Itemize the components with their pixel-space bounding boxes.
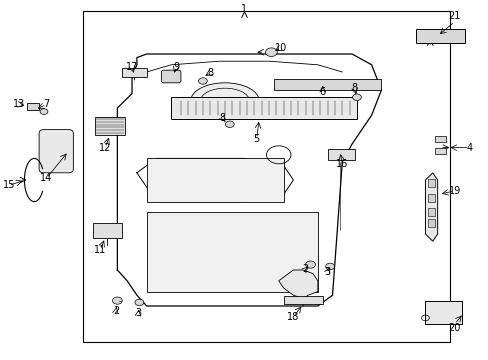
- Text: 16: 16: [335, 159, 348, 169]
- Bar: [327, 149, 354, 160]
- Bar: [434, 148, 445, 154]
- FancyBboxPatch shape: [39, 130, 73, 173]
- Circle shape: [112, 297, 122, 304]
- Text: 2: 2: [302, 264, 308, 274]
- Bar: [427, 208, 434, 216]
- FancyBboxPatch shape: [161, 70, 181, 83]
- Bar: [146, 158, 283, 202]
- Text: 13: 13: [12, 99, 25, 109]
- Polygon shape: [278, 270, 317, 299]
- Ellipse shape: [190, 83, 259, 119]
- Bar: [427, 179, 434, 187]
- Bar: [434, 136, 445, 142]
- Bar: [283, 296, 322, 304]
- Text: 8: 8: [351, 83, 357, 93]
- Circle shape: [198, 78, 207, 84]
- Bar: [427, 219, 434, 227]
- Text: 8: 8: [207, 68, 213, 78]
- Text: 18: 18: [286, 312, 299, 322]
- Bar: [427, 194, 434, 202]
- Bar: [122, 68, 146, 77]
- Text: 9: 9: [173, 62, 179, 72]
- Text: 4: 4: [466, 143, 471, 153]
- Text: 1: 1: [241, 4, 247, 14]
- Text: 3: 3: [324, 267, 330, 277]
- Text: 15: 15: [2, 180, 15, 190]
- Bar: [146, 212, 317, 292]
- Text: 3: 3: [135, 308, 141, 318]
- Text: 21: 21: [447, 11, 460, 21]
- Text: 5: 5: [253, 134, 259, 144]
- Bar: [83, 11, 449, 342]
- Circle shape: [352, 94, 361, 100]
- Bar: [425, 301, 461, 324]
- Circle shape: [265, 48, 277, 57]
- Text: 12: 12: [99, 143, 111, 153]
- Circle shape: [135, 299, 143, 306]
- Text: 8: 8: [219, 113, 225, 123]
- Bar: [95, 117, 124, 135]
- Text: 10: 10: [274, 42, 287, 53]
- Text: 11: 11: [94, 245, 106, 255]
- Bar: [27, 103, 39, 110]
- Circle shape: [325, 263, 334, 270]
- Circle shape: [225, 121, 234, 127]
- Text: 17: 17: [125, 62, 138, 72]
- Bar: [171, 97, 356, 119]
- Polygon shape: [425, 173, 437, 241]
- Text: 19: 19: [447, 186, 460, 196]
- Bar: [415, 29, 464, 43]
- Text: 20: 20: [447, 323, 460, 333]
- Text: 14: 14: [40, 173, 53, 183]
- Bar: [273, 79, 381, 90]
- Bar: [93, 223, 122, 238]
- Text: 2: 2: [113, 306, 119, 316]
- Circle shape: [305, 261, 315, 268]
- Circle shape: [40, 109, 48, 114]
- Text: 7: 7: [43, 99, 49, 109]
- Text: 6: 6: [319, 87, 325, 97]
